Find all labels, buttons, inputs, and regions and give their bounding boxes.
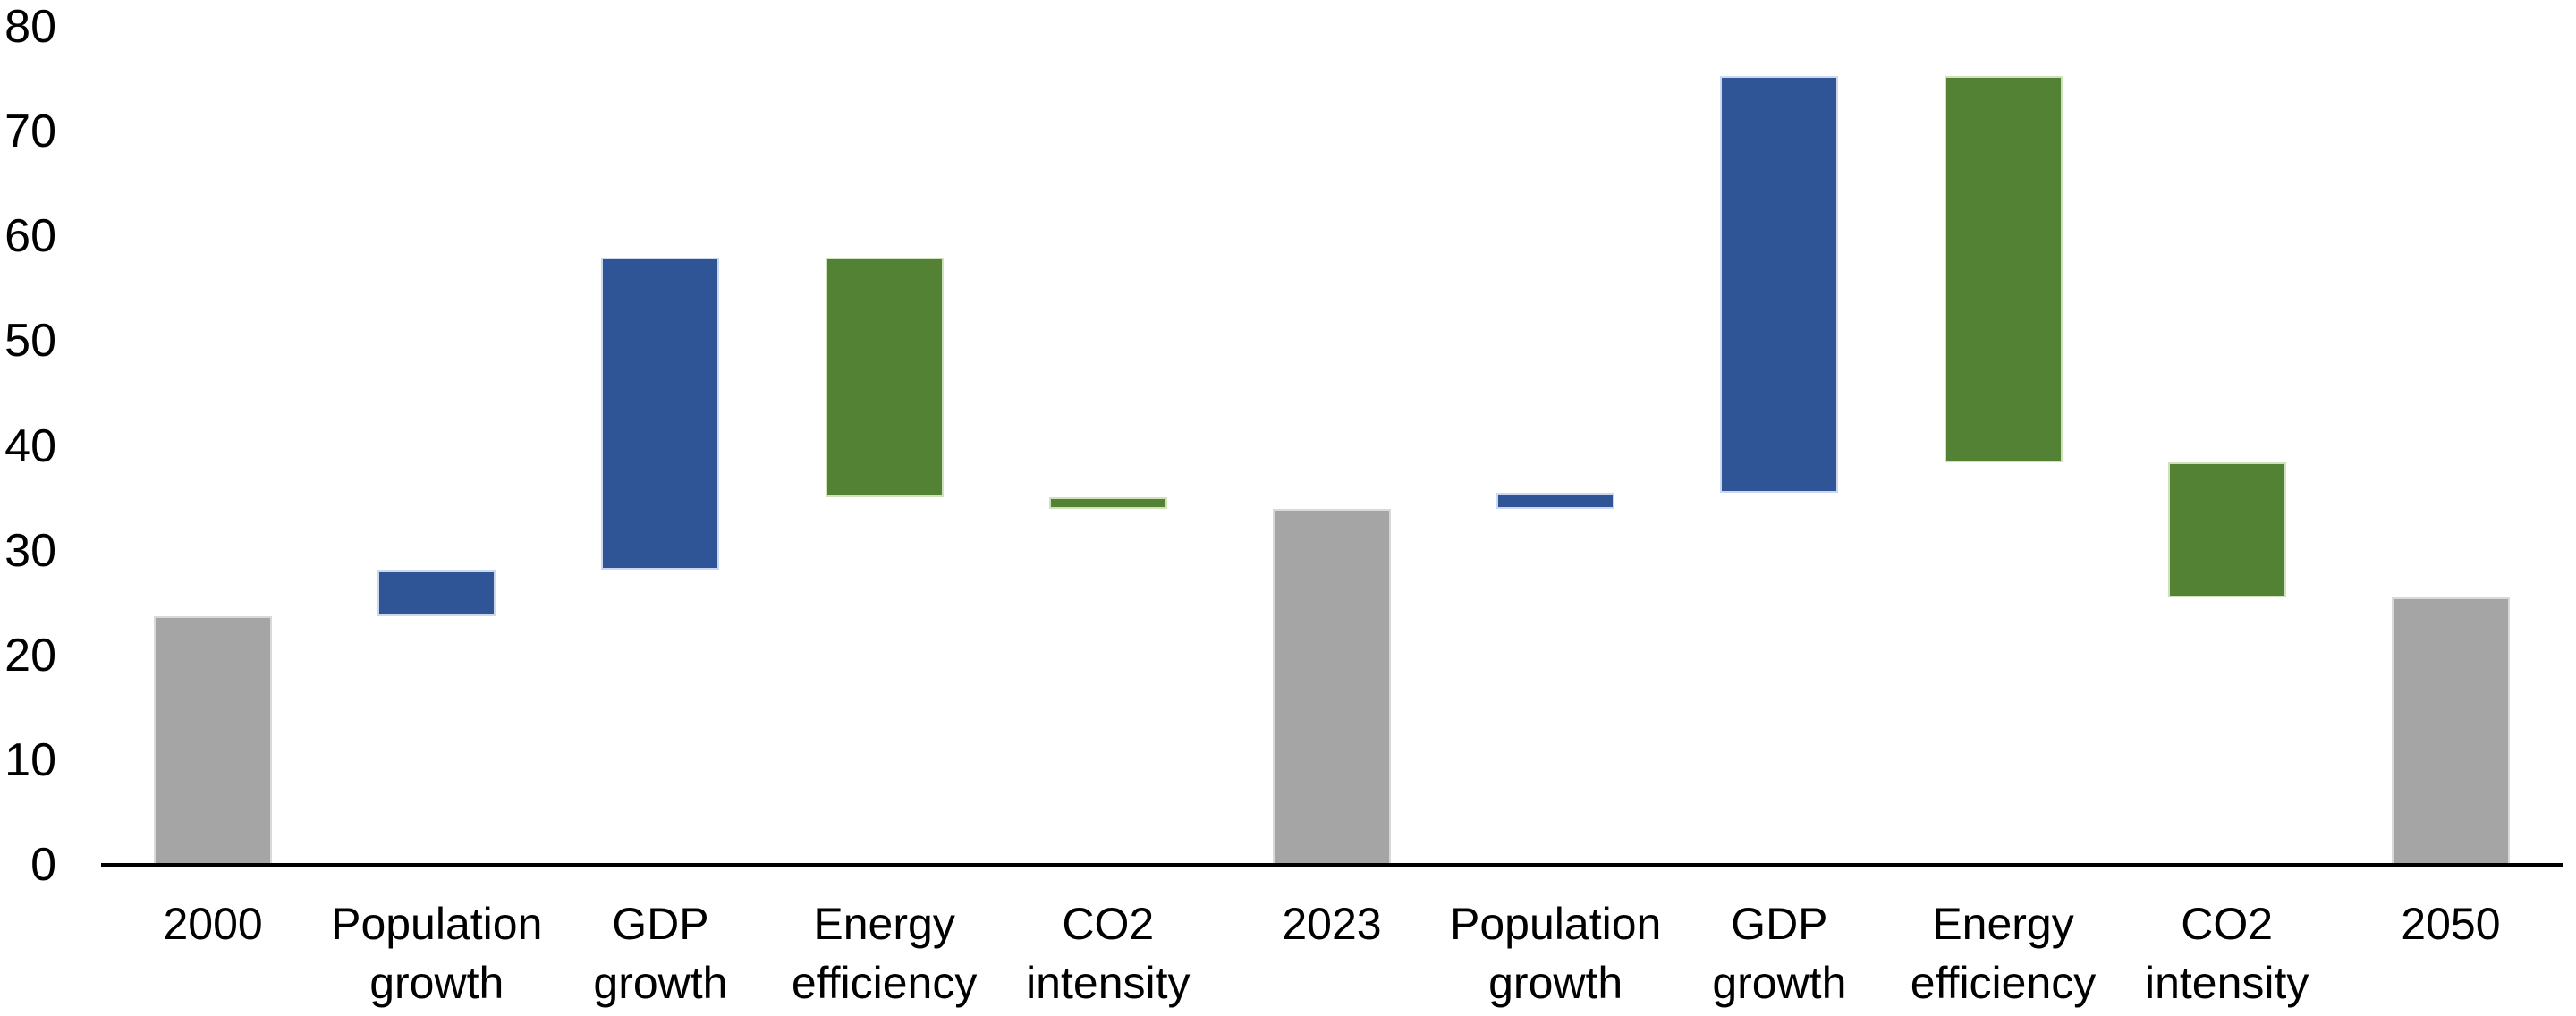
bar-2000-0	[154, 616, 273, 865]
y-tick-label: 10	[4, 733, 56, 786]
x-axis-label-line: 2050	[2401, 899, 2501, 949]
x-axis-label-energy-efficiency-3: Energy efficiency	[755, 894, 1014, 1012]
x-axis-label-line: efficiency	[791, 958, 978, 1008]
x-axis-label-line: GDP	[1731, 899, 1828, 949]
x-axis-label-2000-0: 2000	[83, 894, 343, 953]
x-axis-label-line: intensity	[1026, 958, 1191, 1008]
x-axis-label-line: 2000	[163, 899, 263, 949]
x-axis-label-line: growth	[1488, 958, 1623, 1008]
x-axis-label-line: Population	[331, 899, 543, 949]
x-axis-label-line: growth	[593, 958, 728, 1008]
y-tick-label: 80	[4, 1, 56, 53]
x-axis-label-co2-intensity-9: CO2 intensity	[2097, 894, 2357, 1012]
bar-co2-intensity-9	[2167, 462, 2286, 598]
bar-population-growth-1	[377, 569, 496, 617]
x-axis-label-co2-intensity-4: CO2 intensity	[979, 894, 1238, 1012]
bar-2023-5	[1273, 508, 1391, 865]
y-tick-label: 30	[4, 524, 56, 577]
bar-population-growth-6	[1496, 493, 1615, 509]
bar-energy-efficiency-3	[825, 257, 944, 497]
bar-gdp-growth-7	[1720, 76, 1839, 494]
x-axis-label-line: Energy	[1932, 899, 2074, 949]
x-axis-label-line: growth	[369, 958, 504, 1008]
x-axis-label-energy-efficiency-8: Energy efficiency	[1873, 894, 2132, 1012]
x-axis-label-line: Population	[1450, 899, 1662, 949]
x-axis-label-population-growth-1: Population growth	[307, 894, 566, 1012]
x-axis-label-2023-5: 2023	[1202, 894, 1462, 953]
y-tick-label: 50	[4, 315, 56, 368]
bar-gdp-growth-2	[601, 257, 720, 570]
bar-energy-efficiency-8	[1944, 76, 2063, 463]
y-tick-label: 60	[4, 210, 56, 263]
x-axis-label-line: CO2	[2181, 899, 2274, 949]
bar-2050-10	[2391, 597, 2510, 865]
x-axis-label-gdp-growth-2: GDP growth	[530, 894, 790, 1012]
y-tick-label: 40	[4, 419, 56, 472]
x-axis-label-line: intensity	[2144, 958, 2309, 1008]
y-tick-label: 70	[4, 106, 56, 158]
x-axis-label-gdp-growth-7: GDP growth	[1649, 894, 1909, 1012]
bar-co2-intensity-4	[1048, 496, 1167, 509]
y-tick-label: 0	[30, 839, 56, 891]
x-axis-label-population-growth-6: Population growth	[1426, 894, 1685, 1012]
x-axis-label-2050-10: 2050	[2321, 894, 2576, 953]
x-axis-label-line: efficiency	[1910, 958, 2097, 1008]
x-axis-label-line: Energy	[813, 899, 955, 949]
x-axis-label-line: growth	[1712, 958, 1847, 1008]
x-axis-label-line: CO2	[1062, 899, 1155, 949]
y-tick-label: 20	[4, 629, 56, 682]
x-axis-line	[101, 863, 2563, 867]
x-axis-label-line: 2023	[1282, 899, 1382, 949]
x-axis-label-line: GDP	[612, 899, 709, 949]
